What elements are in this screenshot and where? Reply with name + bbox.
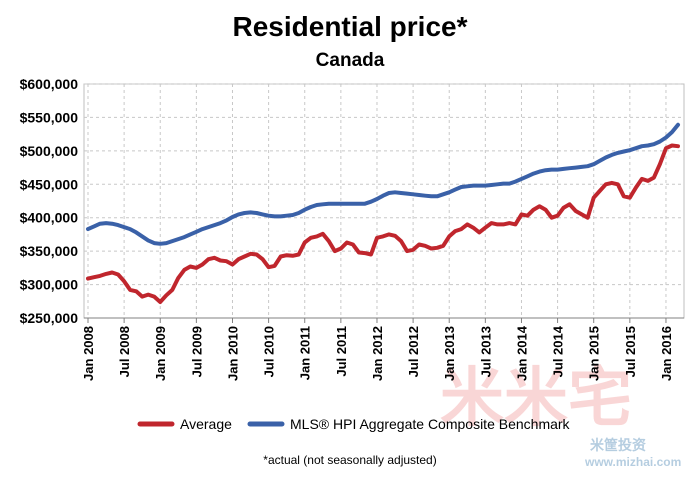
x-tick-label: Jan 2010 <box>225 326 240 381</box>
legend-label-mls-hpi: MLS® HPI Aggregate Composite Benchmark <box>290 416 571 432</box>
watermark-url: www.mizhai.com <box>584 455 681 469</box>
x-tick-label: Jan 2014 <box>514 325 529 381</box>
x-tick-label: Jan 2015 <box>587 326 602 381</box>
watermark-text: 米米宅 <box>440 362 632 434</box>
watermark: 米米宅 米筐投资 www.mizhai.com <box>440 362 681 469</box>
x-tick-label: Jul 2015 <box>623 326 638 377</box>
y-tick-label: $350,000 <box>20 243 79 259</box>
x-tick-label: Jul 2012 <box>406 326 421 377</box>
legend-label-average: Average <box>180 416 232 432</box>
y-tick-label: $600,000 <box>20 76 79 92</box>
y-tick-label: $500,000 <box>20 143 79 159</box>
x-tick-label: Jan 2008 <box>81 326 96 381</box>
legend: Average MLS® HPI Aggregate Composite Ben… <box>137 416 571 432</box>
series-line-average <box>86 143 680 304</box>
y-tick-label: $300,000 <box>20 277 79 293</box>
x-tick-label: Jul 2014 <box>551 325 566 377</box>
footnote: *actual (not seasonally adjusted) <box>263 453 436 467</box>
y-tick-label: $400,000 <box>20 210 79 226</box>
x-tick-label: Jul 2013 <box>478 326 493 377</box>
series-line-mls-hpi <box>86 122 680 246</box>
y-tick-label: $450,000 <box>20 176 79 192</box>
y-tick-label: $550,000 <box>20 109 79 125</box>
chart-subtitle: Canada <box>316 50 385 71</box>
watermark-small-text: 米筐投资 <box>590 437 646 453</box>
x-tick-label: Jul 2009 <box>189 326 204 377</box>
x-axis: Jan 2008 Jul 2008 Jan 2009 Jul 2009 Jan 2010… <box>81 317 684 381</box>
x-tick-label: Jan 2013 <box>442 326 457 381</box>
y-axis: $250,000 $300,000 $350,000 $400,000 $450,000… <box>20 76 79 326</box>
chart-title: Residential price* <box>233 11 468 42</box>
x-tick-label: Jul 2011 <box>334 326 349 377</box>
y-tick-label: $250,000 <box>20 310 79 326</box>
x-tick-label: Jul 2008 <box>117 326 132 377</box>
x-tick-label: Jan 2012 <box>370 326 385 381</box>
series-lines <box>86 122 680 304</box>
x-tick-label: Jan 2009 <box>153 326 168 381</box>
x-tick-label: Jan 2011 <box>298 326 313 380</box>
x-tick-label: Jul 2010 <box>262 326 277 377</box>
x-tick-label: Jan 2016 <box>659 326 674 381</box>
